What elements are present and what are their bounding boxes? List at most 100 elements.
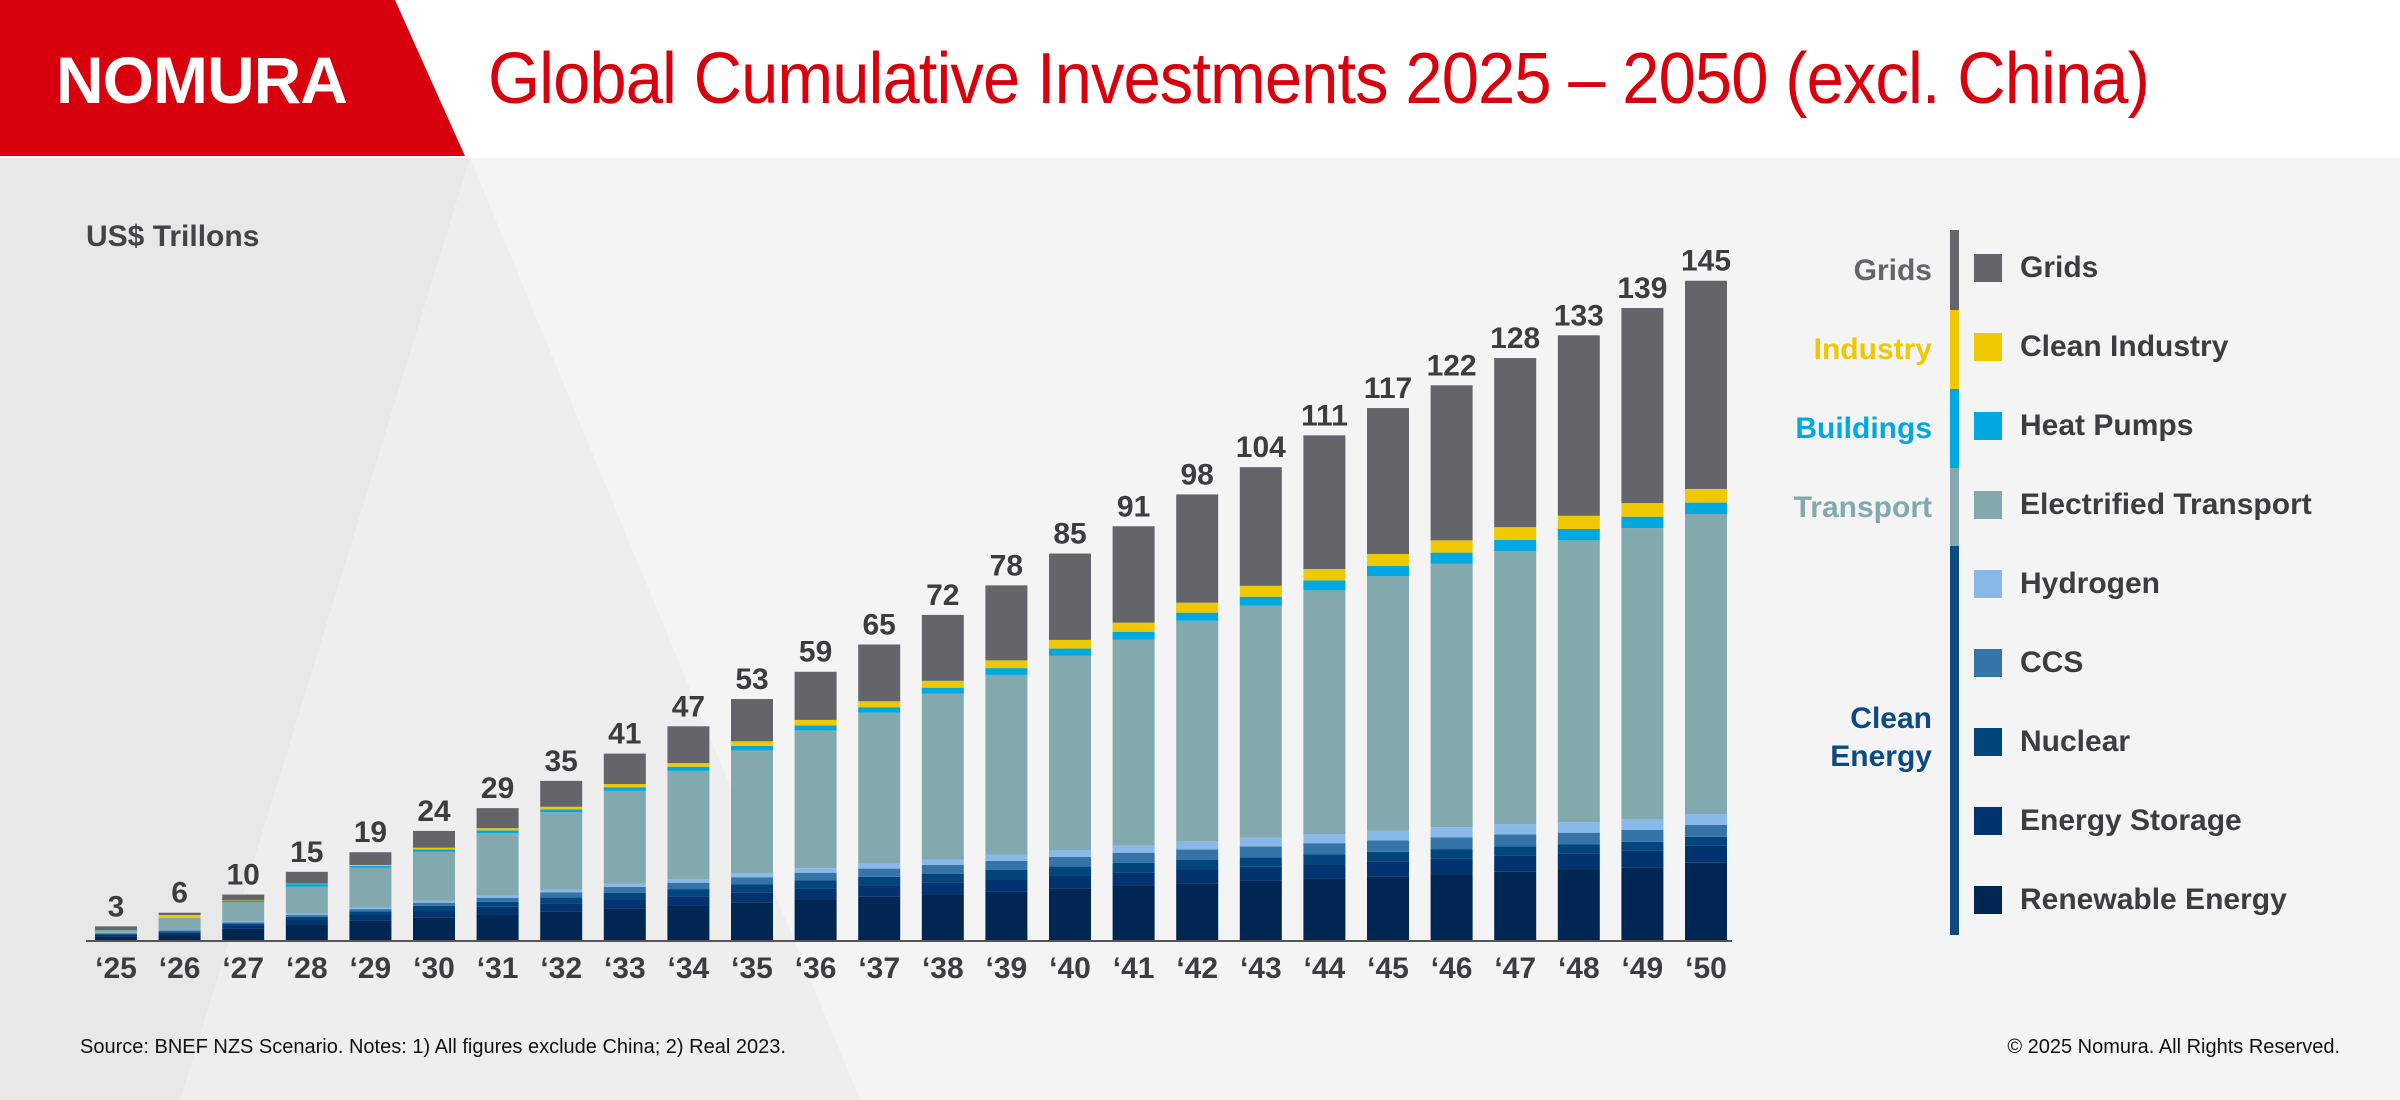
bar-segment-renewable-energy xyxy=(1685,862,1727,940)
bar-segment-heat-pumps xyxy=(222,900,265,903)
legend-item-clean-industry: Clean Industry xyxy=(1974,330,2228,363)
bar-segment-grids xyxy=(1621,308,1664,504)
x-tick-label: ‘46 xyxy=(1431,952,1473,985)
bar-segment-ccs xyxy=(285,914,328,917)
bar-stack xyxy=(1685,280,1727,940)
bar-segment-clean-industry xyxy=(1239,585,1282,597)
bar-segment-ccs xyxy=(858,868,901,877)
bar-segment-ccs xyxy=(1430,837,1473,850)
bar-segment-grids xyxy=(1303,435,1346,569)
bar-segment-heat-pumps xyxy=(1239,596,1282,606)
bar-segment-ccs xyxy=(1112,852,1155,863)
bar-segment-renewable-energy xyxy=(540,911,583,940)
total-label: 29 xyxy=(481,772,514,805)
bar-segment-heat-pumps xyxy=(540,809,583,813)
bar-segment-heat-pumps xyxy=(1494,539,1537,552)
total-label: 122 xyxy=(1427,349,1477,382)
bar-segment-heat-pumps xyxy=(1049,648,1091,656)
total-label: 65 xyxy=(863,608,896,641)
bar-segment-nuclear xyxy=(1557,844,1600,854)
bar-segment-clean-industry xyxy=(540,806,583,810)
bar-segment-ccs xyxy=(731,877,773,885)
x-tick-label: ‘35 xyxy=(731,952,773,985)
x-tick-label: ‘47 xyxy=(1494,952,1536,985)
x-tick-label: ‘40 xyxy=(1049,952,1091,985)
bar-segment-electrified-transport xyxy=(794,730,837,869)
bar-segment-ccs xyxy=(349,909,392,912)
bar-segment-ccs xyxy=(985,860,1028,870)
total-label: 41 xyxy=(608,718,641,751)
x-tick-label: ‘43 xyxy=(1240,952,1282,985)
bar-segment-nuclear xyxy=(1430,849,1473,859)
bar-segment-electrified-transport xyxy=(731,750,773,874)
legend-item-energy-storage: Energy Storage xyxy=(1974,804,2242,837)
bar-segment-energy-storage xyxy=(222,925,265,929)
bar-segment-electrified-transport xyxy=(1112,639,1155,846)
legend-swatch xyxy=(1974,333,2002,361)
bar-segment-nuclear xyxy=(1367,851,1409,862)
bar-segment-hydrogen xyxy=(1685,814,1727,825)
bar-segment-electrified-transport xyxy=(1367,576,1409,831)
bar-segment-hydrogen xyxy=(349,907,392,910)
bar-stack xyxy=(1430,385,1473,940)
total-label: 104 xyxy=(1236,431,1286,464)
bar-segment-energy-storage xyxy=(667,896,710,906)
total-label: 35 xyxy=(545,745,578,778)
bar-segment-grids xyxy=(1494,358,1537,528)
bar-stack xyxy=(285,871,328,940)
x-tick-label: ‘49 xyxy=(1622,952,1664,985)
bar-segment-grids xyxy=(1557,335,1600,516)
bar-segment-hydrogen xyxy=(858,863,901,869)
bar-segment-ccs xyxy=(1621,829,1664,842)
bar-segment-electrified-transport xyxy=(540,812,583,890)
bar-segment-nuclear xyxy=(985,869,1028,880)
bar-segment-ccs xyxy=(413,902,455,906)
x-tick-label: ‘37 xyxy=(858,952,900,985)
bar-segment-heat-pumps xyxy=(476,830,519,834)
bar-segment-electrified-transport xyxy=(985,674,1028,855)
bar-segment-nuclear xyxy=(95,934,137,935)
bar-segment-electrified-transport xyxy=(1557,540,1600,823)
total-label: 91 xyxy=(1117,490,1150,523)
bar-segment-renewable-energy xyxy=(985,891,1028,940)
bar-segment-nuclear xyxy=(1303,854,1346,865)
bar-segment-electrified-transport xyxy=(1494,551,1537,825)
x-tick-label: ‘50 xyxy=(1685,952,1727,985)
bar-segment-energy-storage xyxy=(1494,855,1537,872)
bar-segment-nuclear xyxy=(921,873,964,883)
total-label: 117 xyxy=(1364,372,1412,405)
bar-segment-nuclear xyxy=(731,884,773,893)
bar-stack xyxy=(1112,526,1155,940)
bar-segment-clean-industry xyxy=(603,784,646,788)
bar-segment-grids xyxy=(603,753,646,785)
x-tick-label: ‘26 xyxy=(159,952,201,985)
bar-segment-ccs xyxy=(921,864,964,874)
bar-segment-clean-industry xyxy=(1112,622,1155,632)
bar-segment-hydrogen xyxy=(285,913,328,915)
bar-segment-renewable-energy xyxy=(1621,867,1664,940)
bar-segment-hydrogen xyxy=(1176,841,1219,850)
bar-segment-electrified-transport xyxy=(1621,528,1664,820)
bar-segment-renewable-energy xyxy=(1367,876,1409,940)
x-tick-label: ‘48 xyxy=(1558,952,1600,985)
legend-category-grids: Grids xyxy=(1853,254,1932,287)
total-label: 10 xyxy=(227,859,260,892)
bar-segment-heat-pumps xyxy=(794,725,837,731)
bar-segment-grids xyxy=(1239,467,1282,586)
x-tick-label: ‘38 xyxy=(922,952,964,985)
bar-segment-hydrogen xyxy=(603,883,646,887)
bar-stack xyxy=(858,644,901,940)
bar-segment-nuclear xyxy=(858,876,901,886)
bar-segment-heat-pumps xyxy=(285,884,328,887)
legend-item-heat-pumps: Heat Pumps xyxy=(1974,409,2193,442)
bar-segment-renewable-energy xyxy=(1112,885,1155,940)
bar-segment-electrified-transport xyxy=(413,851,455,901)
bar-segment-grids xyxy=(1112,526,1155,623)
bar-segment-electrified-transport xyxy=(1176,620,1219,842)
legend-swatch xyxy=(1974,491,2002,519)
bar-segment-electrified-transport xyxy=(158,917,201,930)
bar-stack xyxy=(222,894,265,940)
bar-segment-grids xyxy=(476,808,519,829)
bar-segment-hydrogen xyxy=(1621,819,1664,830)
total-label: 24 xyxy=(417,795,451,828)
